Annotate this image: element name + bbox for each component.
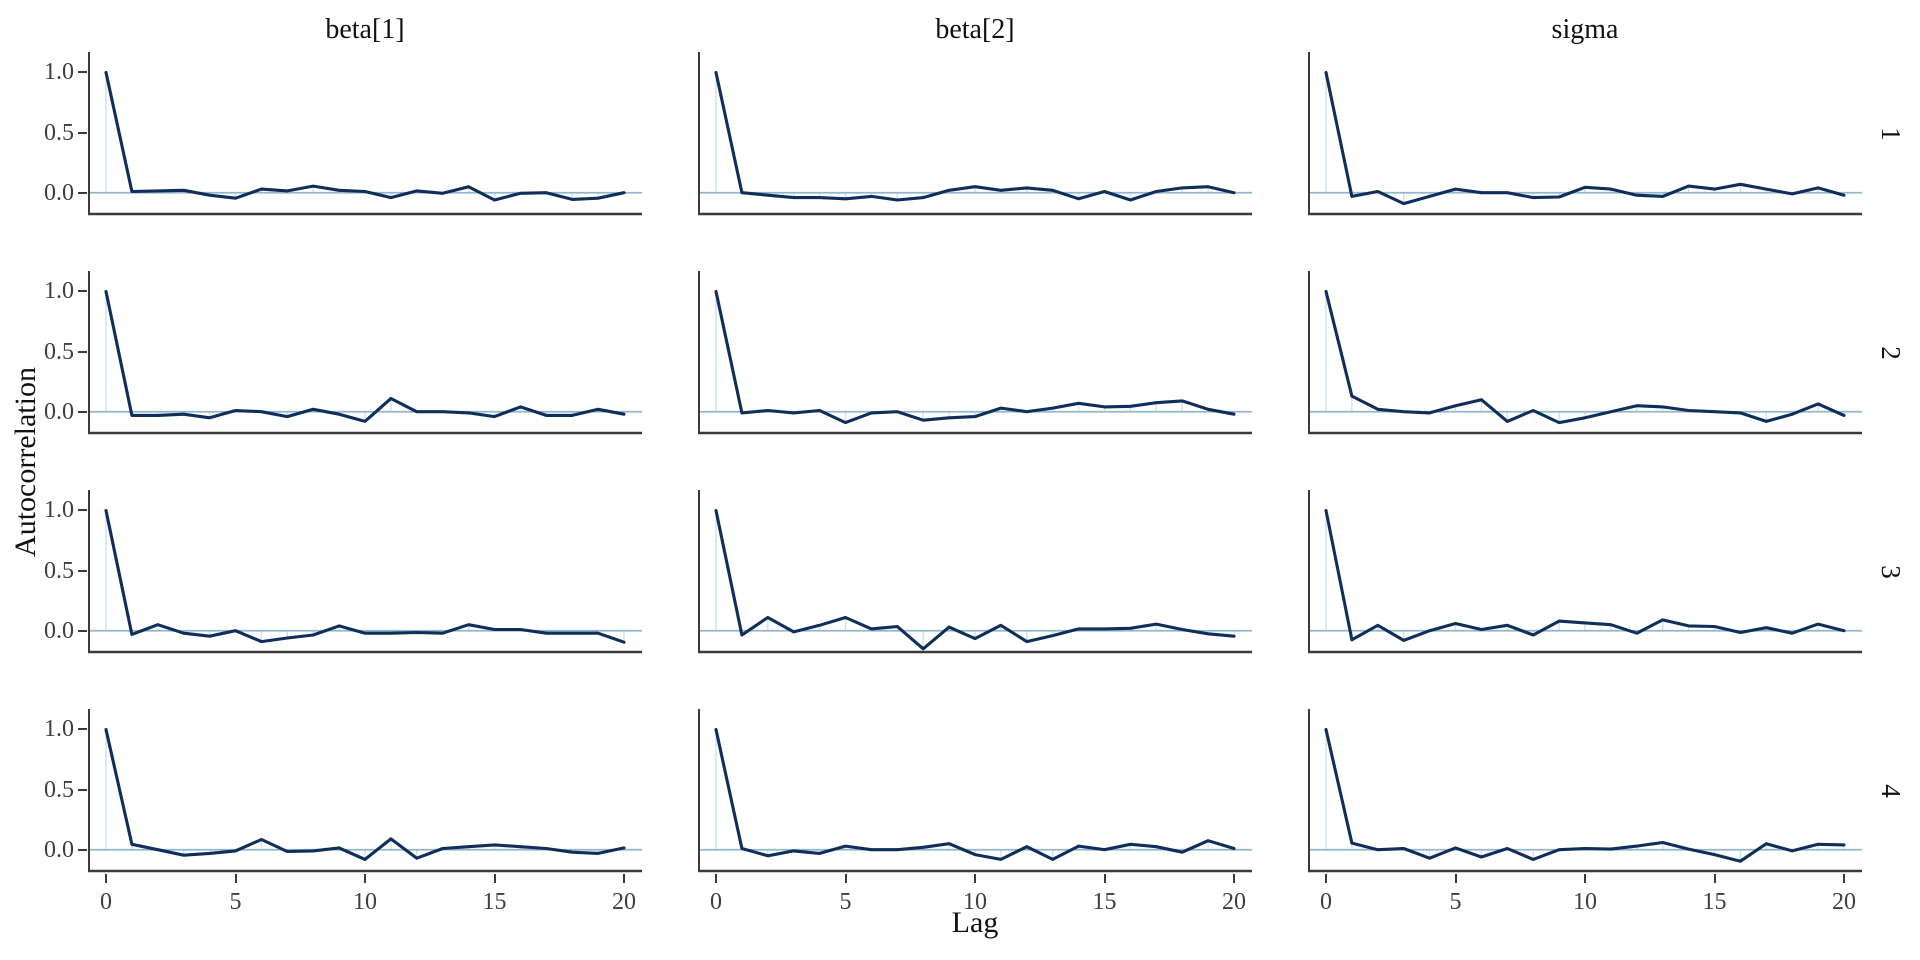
acf-plot-canvas [698,490,1252,654]
x-tick-mark [364,874,366,883]
y-tick-label: 0.5 [44,119,74,146]
x-tick-label: 5 [1449,889,1462,915]
y-tick-mark [78,629,87,632]
x-tick-mark [623,874,625,883]
x-tick-label: 5 [839,889,852,915]
acf-panel-beta[1]-chain-3 [88,490,642,654]
acf-line [104,70,626,202]
y-tick-mark [78,350,87,353]
x-tick-label: 0 [100,889,112,915]
x-tick-label: 20 [1832,889,1856,915]
acf-panel-sigma-chain-4 [1308,709,1862,873]
x-tick-label: 10 [353,889,377,915]
y-tick-label: 0.0 [44,836,74,863]
y-tick-label: 0.0 [44,617,74,644]
acf-line [104,727,626,861]
acf-plot-canvas [88,271,642,435]
x-tick-label: 10 [963,889,987,915]
x-tick-mark [1713,874,1716,883]
x-tick-mark [844,874,847,883]
x-tick-mark [1584,874,1586,883]
acf-plot-canvas [88,709,642,873]
acf-line [1324,70,1846,206]
row-strip-label-chain-3: 3 [1876,564,1906,579]
x-tick-label: 10 [1573,889,1597,915]
y-tick-mark [78,569,87,572]
acf-panel-beta[2]-chain-2 [698,271,1252,435]
x-axis-title: Lag [951,906,999,939]
acf-plot-canvas [698,709,1252,873]
acf-line [714,727,1236,861]
column-title-beta[1]: beta[1] [325,14,405,45]
acf-plot-canvas [88,490,642,654]
y-tick-mark [78,290,87,293]
x-tick-label: 15 [482,889,507,915]
x-tick-label: 20 [1222,889,1246,915]
x-tick-mark [493,874,496,883]
x-tick-label: 0 [1320,889,1332,915]
y-tick-label: 0.0 [44,398,74,425]
acf-line [1324,727,1846,863]
y-tick-label: 1.0 [44,59,74,86]
y-tick-mark [78,509,87,512]
acf-panel-beta[2]-chain-1 [698,52,1252,216]
y-tick-mark [78,848,87,851]
y-tick-label: 0.0 [44,179,74,206]
y-tick-mark [78,131,87,134]
acf-panel-beta[2]-chain-4 [698,709,1252,873]
acf-line [714,289,1236,425]
acf-plot-canvas [1308,709,1862,873]
acf-plot-canvas [88,52,642,216]
column-title-beta[2]: beta[2] [935,14,1015,45]
row-strip-label-chain-1: 1 [1876,126,1906,141]
y-tick-mark [78,71,87,74]
y-tick-label: 0.5 [44,338,74,365]
x-tick-mark [105,874,107,883]
row-strip-label-chain-2: 2 [1876,345,1906,360]
x-tick-mark [1843,874,1845,883]
acf-panel-sigma-chain-2 [1308,271,1862,435]
y-tick-label: 0.5 [44,557,74,584]
acf-panel-sigma-chain-3 [1308,490,1862,654]
x-tick-mark [974,874,976,883]
acf-line [1324,508,1846,642]
acf-plot-canvas [1308,52,1862,216]
x-tick-mark [715,874,717,883]
y-tick-mark [78,788,87,791]
acf-panel-beta[1]-chain-2 [88,271,642,435]
x-tick-label: 15 [1702,889,1727,915]
y-tick-label: 1.0 [44,497,74,524]
y-tick-label: 0.5 [44,776,74,803]
x-tick-mark [1103,874,1106,883]
y-tick-mark [78,410,87,413]
x-tick-mark [234,874,237,883]
x-tick-mark [1233,874,1235,883]
x-tick-mark [1454,874,1457,883]
row-strip-label-chain-4: 4 [1876,783,1906,798]
x-tick-label: 15 [1092,889,1117,915]
x-tick-label: 0 [710,889,722,915]
acf-plot-canvas [1308,490,1862,654]
acf-plot-canvas [1308,271,1862,435]
y-tick-mark [78,191,87,194]
acf-line [104,508,626,644]
acf-panel-beta[2]-chain-3 [698,490,1252,654]
acf-line [714,508,1236,651]
acf-line [714,70,1236,202]
acf-panel-sigma-chain-1 [1308,52,1862,216]
acf-line [1324,289,1846,425]
column-title-sigma: sigma [1551,14,1619,45]
acf-plot-canvas [698,52,1252,216]
x-tick-label: 5 [229,889,242,915]
x-tick-label: 20 [612,889,636,915]
acf-panel-beta[1]-chain-1 [88,52,642,216]
acf-panel-beta[1]-chain-4 [88,709,642,873]
acf-plot-canvas [698,271,1252,435]
y-tick-label: 1.0 [44,278,74,305]
y-tick-mark [78,728,87,731]
x-tick-mark [1325,874,1327,883]
acf-line [104,289,626,423]
y-tick-label: 1.0 [44,716,74,743]
